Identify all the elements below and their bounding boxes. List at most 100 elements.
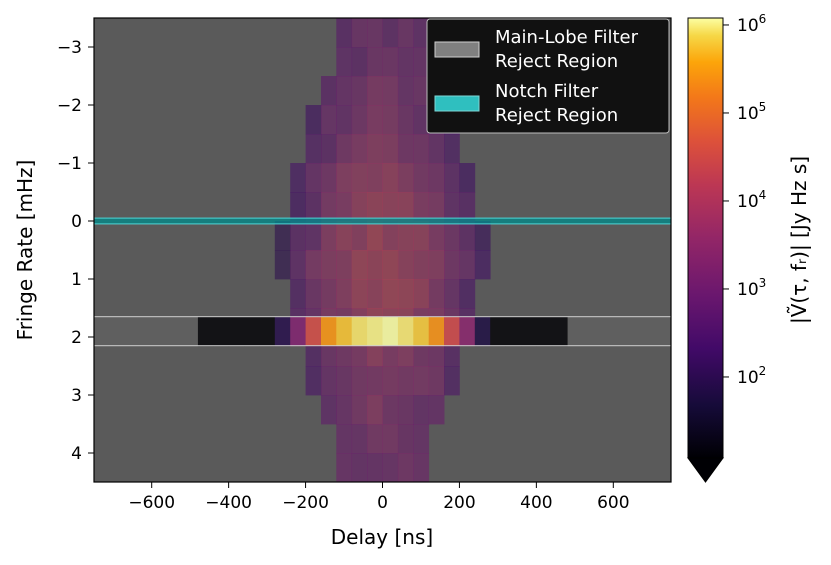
legend-swatch-notch [434, 95, 480, 112]
heatmap-cell [382, 105, 399, 135]
heatmap-cell [321, 192, 337, 222]
heatmap-cell [367, 18, 383, 48]
heatmap-cell [413, 279, 430, 309]
heatmap-cell [321, 308, 337, 318]
heatmap-cell [367, 192, 383, 222]
heatmap-cell [459, 279, 476, 309]
heatmap-cell [474, 250, 491, 280]
heatmap-cell [397, 76, 414, 106]
heatmap-cell [305, 250, 322, 280]
colorbar-extend-min-triangle [687, 457, 724, 483]
heatmap-cell [274, 250, 291, 280]
heatmap-cell [290, 308, 306, 318]
heatmap-cell [459, 250, 476, 280]
heatmap-cell [336, 366, 353, 396]
y-tick-label: −2 [57, 96, 82, 116]
heatmap-cell [382, 250, 399, 280]
heatmap-cell [290, 279, 306, 309]
heatmap-cell [382, 345, 399, 367]
heatmap-cell [521, 316, 537, 347]
heatmap-cell [444, 316, 460, 347]
heatmap-cell [336, 163, 353, 193]
heatmap-cell [428, 345, 445, 367]
heatmap-cell [397, 250, 414, 280]
notch-reject-region [94, 217, 671, 225]
heatmap-cell [444, 250, 460, 280]
x-axis-title: Delay [ns] [331, 525, 433, 549]
heatmap-cell [336, 134, 353, 164]
heatmap-cell [274, 221, 291, 251]
heatmap-cell [351, 47, 368, 77]
legend-label-main-lobe-line2: Reject Region [495, 51, 618, 72]
heatmap-cell [397, 316, 414, 347]
heatmap-cell [290, 192, 306, 222]
heatmap-cell [382, 453, 399, 482]
heatmap-cell [397, 424, 414, 454]
heatmap-cell [351, 221, 368, 251]
y-tick-label: 4 [71, 444, 82, 464]
heatmap-cell [321, 316, 337, 347]
x-tick-label: 200 [443, 493, 475, 513]
heatmap-cell [336, 76, 353, 106]
heatmap-cell [367, 424, 383, 454]
heatmap-cell [397, 105, 414, 135]
heatmap-cell [367, 316, 383, 347]
heatmap-cell [321, 134, 337, 164]
legend-label-notch-line1: Notch Filter [495, 81, 599, 102]
heatmap-cell [321, 163, 337, 193]
heatmap-cell [444, 221, 460, 251]
heatmap-cell [382, 47, 399, 77]
heatmap-cell [397, 345, 414, 367]
heatmap-cell [397, 163, 414, 193]
heatmap [197, 18, 568, 482]
y-tick-label: 2 [71, 328, 82, 348]
heatmap-cell [444, 366, 460, 396]
y-tick-label: −3 [57, 38, 82, 58]
heatmap-cell [428, 163, 445, 193]
heatmap-cell [397, 279, 414, 309]
heatmap-cell [413, 395, 430, 425]
heatmap-cell [413, 192, 430, 222]
heatmap-cell [274, 316, 291, 347]
heatmap-cell [490, 316, 506, 347]
heatmap-cell [382, 134, 399, 164]
x-tick-label: −200 [282, 493, 329, 513]
heatmap-cell [305, 366, 322, 396]
heatmap-cell [382, 424, 399, 454]
heatmap-cell [428, 192, 445, 222]
heatmap-cell [351, 163, 368, 193]
heatmap-cell [382, 163, 399, 193]
heatmap-cell [305, 308, 322, 318]
heatmap-cell [428, 134, 445, 164]
heatmap-cell [351, 192, 368, 222]
heatmap-cell [290, 316, 306, 347]
colorbar-tick-label: 102 [737, 364, 766, 388]
heatmap-cell [336, 279, 353, 309]
heatmap-cell [536, 316, 553, 347]
heatmap-cell [351, 316, 368, 347]
heatmap-cell [382, 192, 399, 222]
heatmap-cell [367, 47, 383, 77]
heatmap-cell [351, 395, 368, 425]
heatmap-cell [428, 221, 445, 251]
heatmap-cell [397, 308, 414, 318]
y-tick-label: 0 [71, 212, 82, 232]
x-tick-label: 0 [377, 493, 388, 513]
heatmap-cell [428, 308, 445, 318]
heatmap-cell [367, 221, 383, 251]
heatmap-cell [413, 366, 430, 396]
heatmap-cell [367, 250, 383, 280]
heatmap-cell [336, 316, 353, 347]
heatmap-cell [459, 163, 476, 193]
heatmap-cell [444, 345, 460, 367]
heatmap-cell [505, 316, 522, 347]
y-tick-label: 3 [71, 386, 82, 406]
heatmap-cell [305, 221, 322, 251]
heatmap-cell [367, 453, 383, 482]
heatmap-cell [336, 308, 353, 318]
heatmap-cell [290, 163, 306, 193]
x-tick-label: 600 [597, 493, 629, 513]
heatmap-cell [397, 47, 414, 77]
heatmap-cell [367, 105, 383, 135]
